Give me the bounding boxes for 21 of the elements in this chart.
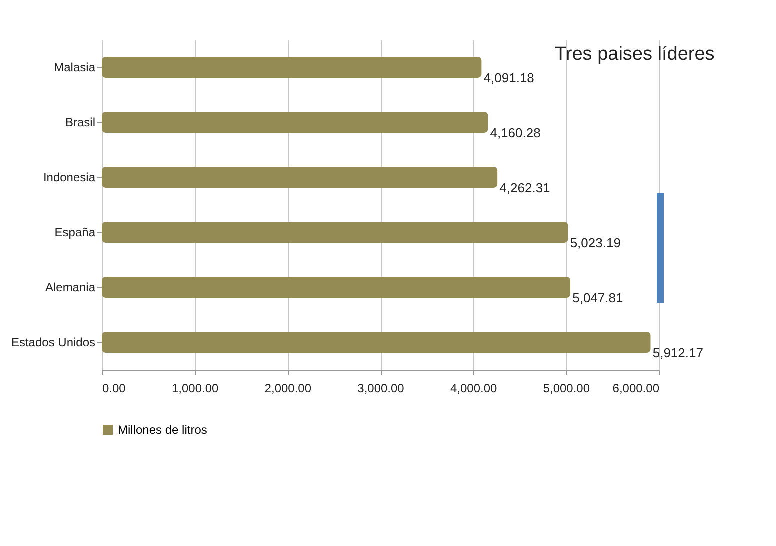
x-tick-label: 3,000.00 bbox=[358, 382, 405, 396]
data-label: 4,091.18 bbox=[484, 70, 534, 86]
y-tick-label: Brasil bbox=[65, 116, 96, 130]
y-tick-label: España bbox=[54, 226, 96, 240]
data-label: 5,912.17 bbox=[652, 346, 704, 360]
y-tick-label: Malasia bbox=[54, 60, 96, 74]
y-tick-label: Estados Unidos bbox=[11, 336, 96, 350]
data-label: 5,023.19 bbox=[570, 236, 621, 250]
x-tick-label: 2,000.00 bbox=[264, 382, 312, 396]
y-tick-label: Indonesia bbox=[43, 170, 96, 184]
x-tick-label: 1,000.00 bbox=[172, 382, 220, 396]
x-tick-label: 4,000.00 bbox=[450, 382, 498, 396]
x-tick-label: 0.00 bbox=[102, 382, 126, 396]
data-label: 4,262.31 bbox=[500, 180, 550, 196]
annotation: Tres paises líderes bbox=[555, 44, 715, 66]
x-tick-label: 5,000.00 bbox=[543, 382, 590, 396]
data-label: 4,160.28 bbox=[490, 126, 541, 140]
legend-label: Millones de litros bbox=[118, 423, 208, 437]
y-tick-label: Alemania bbox=[45, 280, 96, 294]
x-tick-label: 6,000.00 bbox=[612, 382, 660, 396]
data-label: 5,047.81 bbox=[572, 290, 624, 306]
